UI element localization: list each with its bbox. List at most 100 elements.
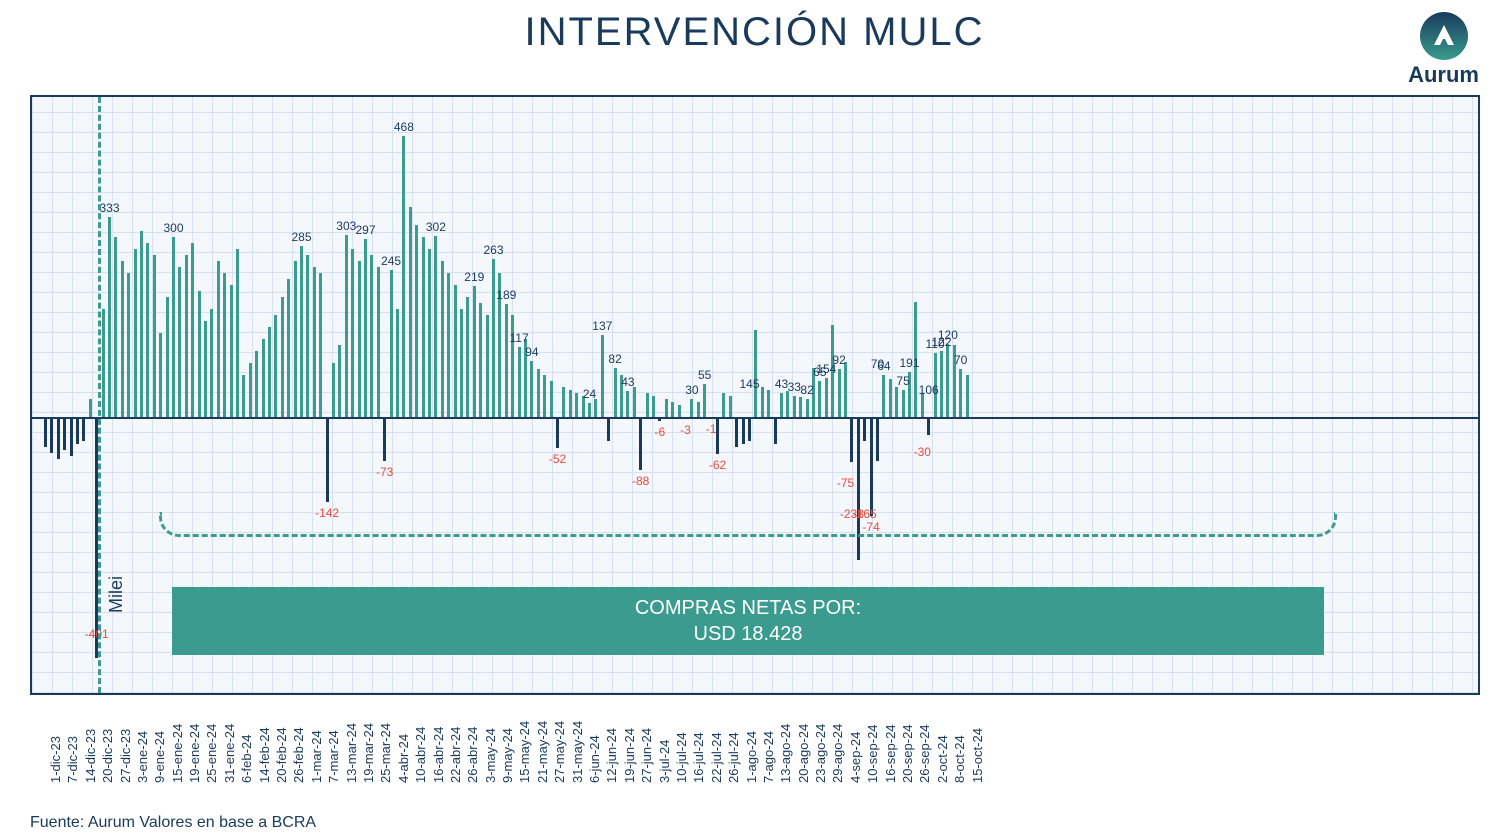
x-axis-tick: 26-abr-24 — [465, 727, 480, 783]
bar — [575, 393, 578, 417]
bar — [332, 363, 335, 417]
bar-value-label: 333 — [99, 201, 119, 215]
bar — [639, 417, 642, 470]
bar — [255, 351, 258, 417]
bar-value-label: 55 — [698, 368, 711, 382]
bar — [684, 417, 687, 419]
bar — [793, 396, 796, 417]
bar — [294, 261, 297, 417]
bar — [537, 369, 540, 417]
bar — [492, 259, 495, 417]
bar — [601, 335, 604, 417]
bar — [486, 315, 489, 417]
bar — [729, 396, 732, 417]
bar — [678, 405, 681, 417]
x-axis-tick: 15-oct-24 — [970, 728, 985, 783]
bar — [940, 351, 943, 417]
bar — [447, 273, 450, 417]
bar-value-label: 285 — [291, 230, 311, 244]
bar — [198, 291, 201, 417]
bar — [556, 417, 559, 448]
bar-value-label: -73 — [376, 465, 393, 479]
bar — [338, 345, 341, 417]
bar — [703, 384, 706, 417]
bar — [57, 417, 60, 459]
bar — [710, 417, 713, 418]
bar-value-label: 70 — [954, 353, 967, 367]
bar — [466, 297, 469, 417]
x-axis-tick: 22-abr-24 — [448, 727, 463, 783]
bar — [806, 399, 809, 417]
bar — [89, 399, 92, 417]
bar — [185, 255, 188, 417]
bar — [121, 261, 124, 417]
bar — [966, 375, 969, 417]
x-axis-tick: 7-dic-23 — [65, 736, 80, 783]
x-axis-tick: 23-ago-24 — [813, 724, 828, 783]
bar-value-label: 189 — [496, 288, 516, 302]
bar — [70, 417, 73, 456]
bar — [82, 417, 85, 441]
bar — [825, 378, 828, 417]
bar-value-label: 303 — [336, 219, 356, 233]
bar-value-label: 300 — [163, 221, 183, 235]
x-axis-tick: 19-ene-24 — [187, 724, 202, 783]
x-axis-tick: 20-sep-24 — [900, 724, 915, 783]
aurum-logo: Aurum — [1408, 12, 1479, 88]
bar — [818, 381, 821, 417]
logo-text: Aurum — [1408, 62, 1479, 88]
bar — [415, 225, 418, 417]
bar — [108, 217, 111, 417]
bar — [754, 330, 757, 417]
bar-value-label: 92 — [832, 353, 845, 367]
x-axis-tick: 7-mar-24 — [326, 730, 341, 783]
bar — [838, 369, 841, 417]
summary-line2: USD 18.428 — [172, 621, 1324, 647]
x-axis-tick: 10-jul-24 — [674, 732, 689, 783]
x-axis-tick: 10-abr-24 — [413, 727, 428, 783]
bar — [76, 417, 79, 444]
x-axis-tick: 1-ago-24 — [744, 731, 759, 783]
milei-label: Milei — [106, 576, 127, 613]
x-axis-tick: 6-feb-24 — [239, 735, 254, 783]
bar — [569, 390, 572, 417]
x-axis-tick: 7-ago-24 — [761, 731, 776, 783]
bar — [927, 417, 930, 435]
bar-value-label: 43 — [621, 375, 634, 389]
x-axis-tick: 10-sep-24 — [865, 724, 880, 783]
milei-marker-line — [98, 97, 101, 693]
x-axis-tick: 22-jul-24 — [709, 732, 724, 783]
bar — [588, 403, 591, 417]
bar — [902, 390, 905, 417]
x-axis-tick: 16-sep-24 — [883, 724, 898, 783]
bar — [210, 309, 213, 417]
bar-value-label: -75 — [837, 476, 854, 490]
bar — [191, 243, 194, 417]
x-axis-tick: 13-mar-24 — [344, 723, 359, 783]
bar-value-label: 94 — [525, 345, 538, 359]
x-axis-tick: 20-ago-24 — [796, 724, 811, 783]
bar-value-label: -3 — [680, 423, 691, 437]
bar — [767, 390, 770, 417]
bar — [658, 417, 661, 421]
x-axis-tick: 14-dic-23 — [83, 729, 98, 783]
bar — [230, 285, 233, 417]
x-axis-tick: 8-oct-24 — [952, 735, 967, 783]
bar — [114, 237, 117, 417]
summary-brace — [159, 512, 1337, 537]
bar — [262, 339, 265, 417]
bar-value-label: 302 — [426, 220, 446, 234]
x-axis-tick: 15-may-24 — [517, 721, 532, 783]
bar — [268, 327, 271, 417]
bar — [377, 267, 380, 417]
x-axis-tick: 19-mar-24 — [361, 723, 376, 783]
bar — [671, 402, 674, 417]
bar — [633, 387, 636, 417]
bar — [358, 261, 361, 417]
bar — [959, 369, 962, 417]
bar-value-label: -88 — [632, 474, 649, 488]
logo-icon — [1420, 12, 1468, 60]
x-axis-tick: 3-may-24 — [483, 728, 498, 783]
bar — [607, 417, 610, 441]
bar — [274, 315, 277, 417]
